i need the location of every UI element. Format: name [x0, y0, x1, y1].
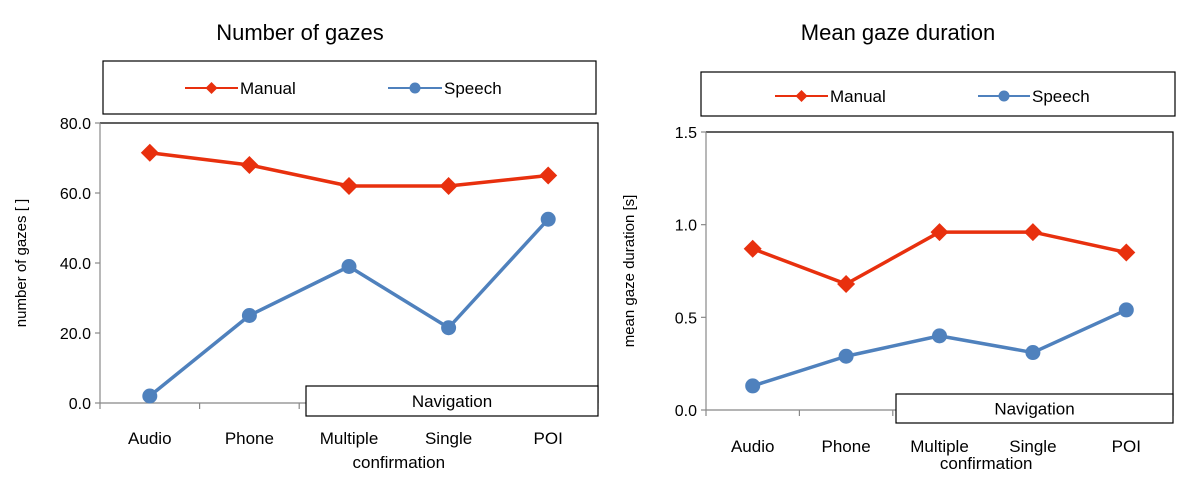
y-tick-label: 80.0	[60, 116, 91, 133]
data-point-speech	[1118, 302, 1134, 318]
data-point-speech	[441, 320, 457, 336]
data-point-manual	[439, 177, 458, 195]
data-point-speech	[838, 348, 854, 364]
plot-frame	[100, 122, 599, 403]
x-tick-label: POI	[1112, 437, 1141, 456]
navigation-group-label: Navigation	[994, 400, 1074, 419]
chart-2: Mean gaze duration Manual Speech 0.0 0.5 1.0 1…	[621, 20, 1176, 473]
data-point-manual	[140, 143, 159, 162]
legend-label: Manual	[830, 87, 886, 106]
chart-title: Mean gaze duration	[801, 20, 995, 45]
y-tick-label: 0.5	[675, 310, 697, 327]
x-tick-label: Multiple	[910, 437, 969, 456]
data-point-speech	[745, 378, 761, 394]
x-tick-label: Audio	[128, 429, 171, 448]
y-tick-label: 20.0	[60, 326, 91, 343]
x-tick-sublabel: confirmation	[940, 454, 1033, 473]
data-point-speech	[1025, 345, 1041, 361]
data-point-manual	[930, 223, 949, 242]
navigation-group-label: Navigation	[412, 392, 492, 411]
legend-marker-speech	[998, 90, 1010, 102]
x-tick-label: Single	[425, 429, 472, 448]
legend-label: Speech	[444, 79, 502, 98]
data-point-manual	[240, 156, 259, 174]
y-tick-label: 0.0	[675, 403, 697, 420]
y-tick-label: 40.0	[60, 256, 91, 273]
data-point-speech	[540, 211, 556, 227]
legend-marker-manual	[795, 90, 808, 102]
chart-1: Number of gazes Manual Speech 0.0 20.0 40.0 60…	[13, 20, 599, 472]
data-point-speech	[341, 259, 357, 274]
data-point-manual	[539, 166, 558, 185]
legend-marker-speech	[409, 82, 421, 94]
x-tick-label: Phone	[225, 429, 274, 448]
chart-title: Number of gazes	[216, 20, 384, 45]
x-tick-label: Single	[1009, 437, 1056, 456]
data-point-manual	[340, 177, 358, 195]
y-axis-label: number of gazes [ ]	[13, 199, 30, 327]
legend-marker-manual	[205, 82, 218, 94]
x-tick-label: POI	[534, 429, 563, 448]
y-axis-label: mean gaze duration [s]	[621, 195, 638, 348]
y-tick-label: 0.0	[69, 396, 91, 413]
data-point-manual	[743, 239, 762, 258]
navigation-group-box	[895, 393, 1174, 424]
legend-box	[700, 71, 1176, 117]
x-tick-sublabel: confirmation	[352, 453, 445, 472]
legend-box	[102, 60, 597, 115]
x-tick-label: Multiple	[320, 429, 379, 448]
data-point-manual	[1117, 243, 1136, 262]
y-tick-label: 1.0	[675, 218, 697, 235]
data-point-manual	[1023, 223, 1042, 242]
x-tick-label: Phone	[822, 437, 871, 456]
y-tick-label: 1.5	[675, 125, 697, 142]
data-point-speech	[241, 308, 257, 323]
legend-label: Manual	[240, 79, 296, 98]
data-point-speech	[142, 388, 158, 404]
y-tick-label: 60.0	[60, 186, 91, 203]
series-line-speech	[148, 218, 550, 398]
x-tick-label: Audio	[731, 437, 774, 456]
series-line-speech	[752, 308, 1128, 388]
navigation-group-box	[305, 385, 599, 417]
plot-frame	[706, 131, 1174, 410]
data-point-manual	[837, 274, 856, 293]
data-point-speech	[932, 328, 947, 344]
legend-label: Speech	[1032, 87, 1090, 106]
